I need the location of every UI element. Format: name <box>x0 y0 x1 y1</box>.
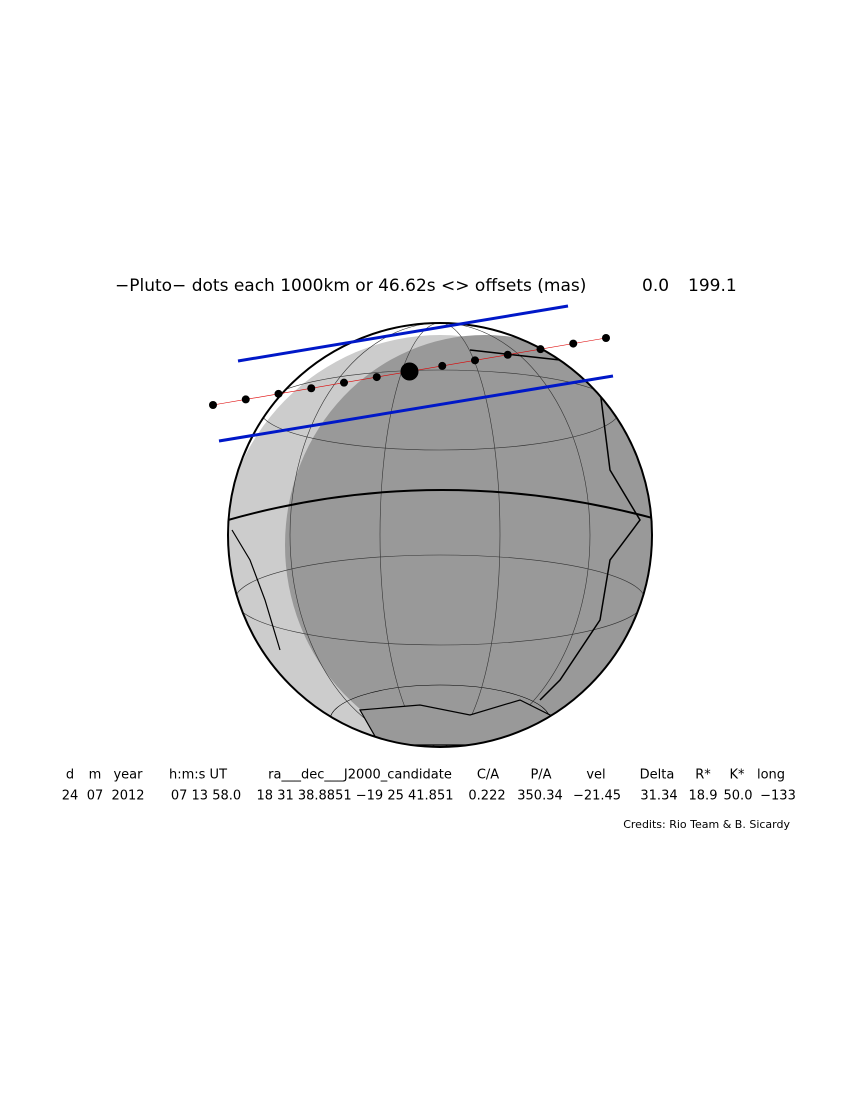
column-value: 0.222 <box>468 789 505 804</box>
column-header: ra___dec___J2000_candidate <box>268 768 452 783</box>
shadow-limit <box>218 374 614 443</box>
position-dot <box>340 378 348 387</box>
column-value: 07 13 58.0 <box>171 789 241 804</box>
column-header: P/A <box>530 768 551 783</box>
position-dot <box>307 384 316 393</box>
column-header: vel <box>586 768 605 783</box>
column-value: 18 31 38.8851 −19 25 41.851 <box>257 789 454 804</box>
position-dot <box>274 389 283 398</box>
column-value: 2012 <box>111 789 144 804</box>
position-dot <box>372 373 381 382</box>
position-dot <box>503 350 512 359</box>
column-header: C/A <box>477 768 499 783</box>
shadow-limit <box>237 304 569 363</box>
position-dot <box>536 345 545 354</box>
globe <box>227 322 653 748</box>
column-header: year <box>113 768 143 783</box>
position-dot <box>209 401 217 409</box>
position-dot <box>241 395 250 404</box>
column-header: K* <box>729 768 745 783</box>
offset-x: 0.0 <box>642 276 669 296</box>
column-header: Delta <box>640 768 675 783</box>
position-dot <box>400 362 419 381</box>
column-header: R* <box>695 768 711 783</box>
column-value: 350.34 <box>517 789 563 804</box>
column-value: −133 <box>760 789 796 804</box>
offset-y: 199.1 <box>688 276 737 296</box>
column-value: 18.9 <box>689 789 718 804</box>
title: −Pluto− dots each 1000km or 46.62s <> of… <box>115 276 586 296</box>
column-value: 24 <box>62 789 79 804</box>
column-value: −21.45 <box>573 789 621 804</box>
position-dot <box>569 339 578 348</box>
column-value: 31.34 <box>640 789 677 804</box>
position-dot <box>438 361 447 370</box>
column-header: long <box>757 768 785 783</box>
column-header: m <box>89 768 102 783</box>
position-dot <box>471 356 479 365</box>
credits: Credits: Rio Team & B. Sicardy <box>623 818 790 831</box>
column-header: d <box>66 768 74 783</box>
dots <box>209 334 610 409</box>
column-value: 50.0 <box>724 789 753 804</box>
column-value: 07 <box>87 789 104 804</box>
position-dot <box>602 334 610 342</box>
column-header: h:m:s UT <box>169 768 227 783</box>
